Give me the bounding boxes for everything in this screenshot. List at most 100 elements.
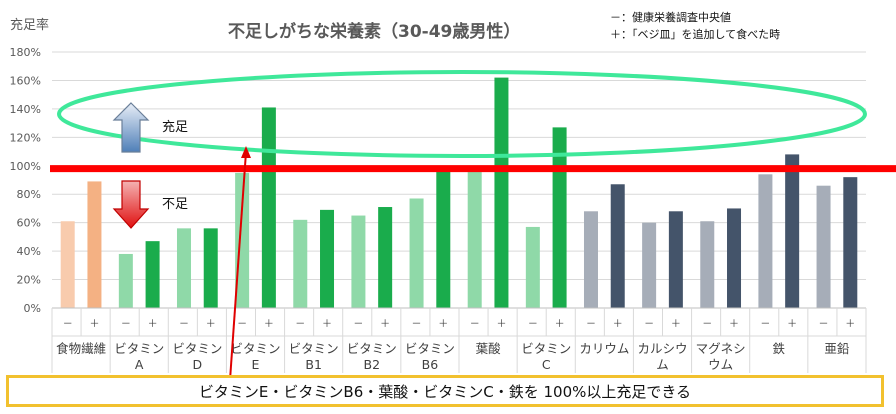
x-category-label: ウム <box>708 357 733 372</box>
x-sub-label: ＋ <box>671 319 681 330</box>
down-arrow-icon <box>112 180 150 229</box>
x-sub-label: ＋ <box>496 319 506 330</box>
legend-plus: ＋：「ベジ皿」を追加して食べた時 <box>610 27 780 41</box>
bar-plus <box>843 177 858 308</box>
x-category-label: ビタミン <box>172 341 222 356</box>
x-sub-label: － <box>179 319 189 330</box>
bar-minus <box>525 226 540 308</box>
bar-plus <box>727 208 742 308</box>
x-sub-label: － <box>237 319 247 330</box>
y-tick-label: 60% <box>17 217 41 230</box>
x-category-label: ム <box>656 357 669 372</box>
x-category-label: ビタミン <box>230 341 280 356</box>
x-category-label: 亜鉛 <box>824 341 850 356</box>
x-sub-label: ＋ <box>787 319 797 330</box>
x-sub-label: ＋ <box>148 319 158 330</box>
x-category-label: カリウム <box>579 341 629 356</box>
y-tick-label: 80% <box>17 188 41 201</box>
x-category-label: ビタミン <box>405 341 455 356</box>
x-category-label: ビタミン <box>521 341 571 356</box>
legend-minus: －：健康栄養調査中央値 <box>610 10 731 24</box>
y-tick-label: 180% <box>10 46 41 59</box>
y-tick-label: 160% <box>10 74 41 87</box>
x-sub-label: － <box>470 319 480 330</box>
bar-plus <box>668 211 683 308</box>
bar-plus <box>378 207 393 308</box>
bar-minus <box>642 222 657 308</box>
summary-box: ビタミンE・ビタミンB6・葉酸・ビタミンC・鉄を 100%以上充足できる <box>6 375 884 407</box>
up-label: 充足 <box>162 119 188 135</box>
x-category-label: A <box>135 357 144 372</box>
bar-minus <box>583 211 598 308</box>
y-tick-labels: 0% 20% 40% 60% 80% 100% 120% 140% 160% 180% <box>10 46 41 315</box>
y-tick-label: 40% <box>17 245 41 258</box>
x-sub-label: ＋ <box>845 319 855 330</box>
bar-plus <box>785 154 800 308</box>
x-sub-label: ＋ <box>729 319 739 330</box>
x-sub-label: － <box>353 319 363 330</box>
bar-minus <box>60 221 75 308</box>
bar-plus <box>552 127 567 308</box>
bar-plus <box>436 170 451 308</box>
x-sub-label: － <box>760 319 770 330</box>
x-sub-label: ＋ <box>555 319 565 330</box>
bar-minus <box>176 228 191 308</box>
y-tick-label: 140% <box>10 103 41 116</box>
x-sub-label: ＋ <box>264 319 274 330</box>
x-sub-label: ＋ <box>613 319 623 330</box>
x-category-label: 葉酸 <box>476 341 502 356</box>
bar-plus <box>203 228 218 308</box>
x-category-label: ビタミン <box>114 341 164 356</box>
gridlines <box>52 51 866 309</box>
x-category-label: 食物繊維 <box>56 341 106 356</box>
x-category-label: B6 <box>422 357 439 372</box>
x-category-label: B2 <box>364 357 381 372</box>
bar-plus <box>320 209 335 308</box>
bar-plus <box>261 107 276 308</box>
x-category-label: カルシウ <box>637 341 687 356</box>
chart-title: 不足しがちな栄養素（30-49歳男性） <box>228 21 520 42</box>
bar-minus <box>235 172 250 308</box>
x-sub-label: ＋ <box>438 319 448 330</box>
bar-minus <box>467 171 482 308</box>
up-arrow-icon <box>112 102 150 153</box>
x-sub-label: ＋ <box>206 319 216 330</box>
x-sub-label: ＋ <box>89 319 99 330</box>
y-tick-label: 0% <box>24 302 41 315</box>
x-category-label: 鉄 <box>773 341 786 356</box>
x-sub-label: － <box>644 319 654 330</box>
x-sub-label: － <box>295 319 305 330</box>
x-sub-label: － <box>63 319 73 330</box>
bar-minus <box>816 185 831 308</box>
x-category-label: ビタミン <box>347 341 397 356</box>
x-category-label: ビタミン <box>289 341 339 356</box>
x-sub-label: ＋ <box>322 319 332 330</box>
x-category-label: D <box>193 357 203 372</box>
bar-minus <box>293 219 308 308</box>
summary-text: ビタミンE・ビタミンB6・葉酸・ビタミンC・鉄を 100%以上充足できる <box>198 382 692 401</box>
x-sub-label: － <box>819 319 829 330</box>
y-axis-label: 充足率 <box>10 17 49 33</box>
highlight-ellipse <box>57 70 867 158</box>
x-category-label: マグネシ <box>696 341 746 356</box>
bars <box>60 77 858 308</box>
y-tick-label: 100% <box>10 160 41 173</box>
pointer-arrowhead-icon <box>241 146 251 158</box>
down-label: 不足 <box>162 197 188 212</box>
y-tick-label: 120% <box>10 131 41 144</box>
y-tick-label: 20% <box>17 274 41 287</box>
bar-minus <box>409 198 424 308</box>
x-category-label: E <box>252 357 260 372</box>
bar-plus <box>494 77 509 308</box>
bar-plus <box>87 181 102 308</box>
x-sub-label: － <box>121 319 131 330</box>
x-sub-label: － <box>412 319 422 330</box>
pointer-line <box>229 151 247 381</box>
bar-minus <box>351 215 366 308</box>
x-category-label: C <box>542 357 551 372</box>
bar-minus <box>758 174 773 308</box>
x-sub-label: － <box>586 319 596 330</box>
bar-minus <box>118 253 133 308</box>
